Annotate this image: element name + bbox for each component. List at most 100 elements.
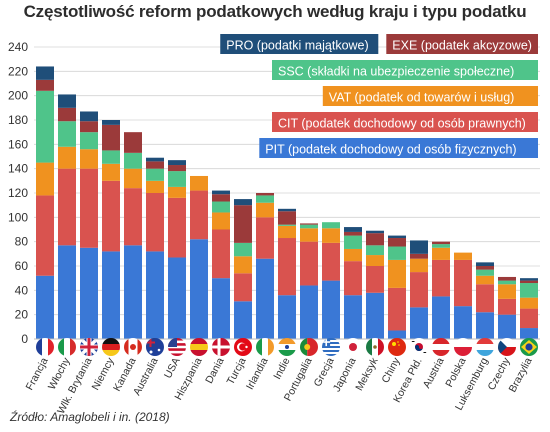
flag-icon [58,338,76,356]
bar-segment [168,171,186,187]
bar-segment [234,199,252,206]
bar-segment [256,202,274,218]
legend-label: EXE (podatek akcyzowe) [392,39,532,53]
flag-icon [102,338,120,356]
y-tick-label: 40 [15,283,29,297]
bar-segment [476,269,494,276]
flag-icon [454,338,472,356]
flag-icon [80,338,98,356]
bar-segment [278,224,296,226]
bar-segment [344,231,362,236]
bar-segment [520,297,538,309]
y-tick-label: 20 [15,308,29,322]
bar-segment [212,194,230,202]
bar-segment [168,160,186,166]
legend-label: PRO (podatki majątkowe) [226,39,368,53]
y-tick-label: 180 [8,113,28,127]
bar-segment [498,284,516,299]
bar-segment [520,283,538,298]
bar-segment [80,121,98,133]
bar-segment [454,252,472,260]
bar-segment [212,190,230,195]
bar-segment [80,247,98,339]
bar-segment [498,314,516,339]
bar-segment [322,280,340,339]
bar-segment [476,284,494,313]
bar-segment [190,175,208,191]
bar-segment [410,240,428,254]
bar-segment [36,275,54,339]
bar-segment [36,90,54,163]
source-note: Źródło: Amaglobeli i in. (2018) [10,410,170,424]
flag-icon [300,338,318,356]
bar-segment [146,168,164,181]
bar-segment [80,111,98,122]
bar-segment [58,94,76,108]
bar-segment [80,132,98,150]
bar-segment [124,152,142,169]
bar-segment [366,255,384,266]
bar-segment [432,244,450,248]
chart-title: Częstotliwość reform podatkowych według … [23,2,527,21]
bar-segment [520,308,538,329]
bar-segment [498,280,516,285]
bar-segment [498,298,516,315]
flag-icon [322,338,340,356]
bar-segment [278,295,296,339]
bar-segment [234,242,252,257]
legend-box [322,86,538,106]
flag-icon [146,338,164,356]
flag-icon [168,338,186,356]
bar-segment [476,275,494,285]
bar-segment [36,79,54,91]
flag-icon [124,338,142,356]
bar-segment [388,235,406,239]
flag-icon [410,338,428,356]
bar-segment [102,150,120,164]
bar-segment [300,228,318,242]
flag-icon [388,338,406,356]
bar-segment [102,251,120,339]
bar-segment [366,245,384,256]
bar-segment [410,253,428,259]
legend-box [220,34,379,54]
bar-segment [344,261,362,296]
bar-segment [102,124,120,151]
bar-segment [300,285,318,339]
y-tick-label: 120 [8,186,28,200]
legend-label: PIT (podatek dochodowy od osób fizycznyc… [265,143,516,157]
flag-icon [344,338,362,356]
bar-segment [476,312,494,339]
bar-segment [146,161,164,169]
bar-segment [80,149,98,169]
legend-box [259,138,538,158]
bar-segment [410,272,428,308]
bar-segment [256,195,274,203]
bar-segment [322,228,340,243]
bar-segment [168,197,186,258]
y-tick-label: 100 [8,210,28,224]
legend-box [386,34,538,54]
y-tick-label: 160 [8,137,28,151]
bar-segment [234,273,252,302]
bar-segment [388,259,406,288]
bar-segment [366,233,384,246]
bar-segment [168,257,186,339]
bar-segment [212,229,230,279]
bar-segment [366,230,384,234]
bar-segment [58,107,76,122]
bar-segment [168,186,186,198]
bar-segment [344,295,362,339]
flag-icon [234,338,252,356]
bar-segment [102,163,120,181]
legend-label: SSC (składki na ubezpieczenie społeczne) [278,65,514,79]
y-tick-label: 60 [15,259,29,273]
bar-segment [278,208,296,212]
bar-segment [388,330,406,339]
bar-segment [256,217,274,259]
y-tick-label: 80 [15,235,29,249]
bar-segment [124,132,142,153]
bar-segment [300,241,318,286]
x-category-label: Chiny [379,355,403,385]
